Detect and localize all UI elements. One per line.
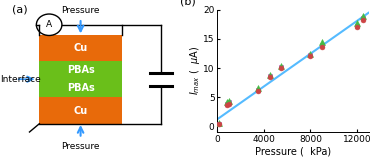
Y-axis label: $I_{max}$ (  $\mu$A): $I_{max}$ ( $\mu$A) bbox=[188, 47, 202, 95]
Text: PBAs: PBAs bbox=[67, 65, 94, 75]
Text: A: A bbox=[46, 20, 52, 29]
Bar bbox=[39, 79, 122, 97]
Text: (a): (a) bbox=[12, 5, 28, 15]
Text: Pressure: Pressure bbox=[61, 6, 100, 15]
Text: (b): (b) bbox=[180, 0, 195, 6]
Bar bbox=[39, 35, 122, 61]
Text: PBAs: PBAs bbox=[67, 83, 94, 93]
Text: Cu: Cu bbox=[73, 106, 88, 116]
Text: Pressure: Pressure bbox=[61, 142, 100, 151]
Bar bbox=[39, 61, 122, 79]
Bar bbox=[39, 97, 122, 124]
X-axis label: Pressure (  kPa): Pressure ( kPa) bbox=[255, 147, 331, 157]
Text: Interface: Interface bbox=[0, 75, 41, 84]
Text: Cu: Cu bbox=[73, 43, 88, 53]
